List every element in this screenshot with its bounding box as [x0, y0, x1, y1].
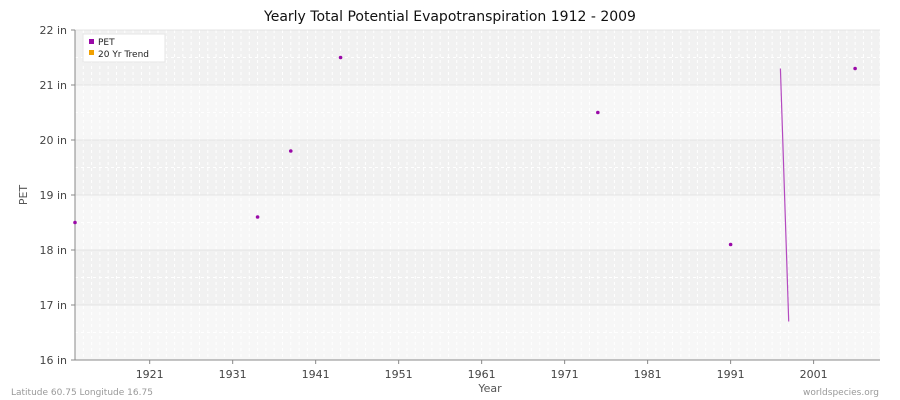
data-point-1938 — [288, 149, 293, 153]
y-tick-label-19: 19 in — [39, 189, 67, 202]
trend-series — [779, 68, 790, 322]
y-tick-label-16: 16 in — [39, 354, 67, 367]
trend-line — [779, 68, 790, 322]
x-tick-label-1961: 1961 — [468, 368, 496, 381]
legend: PET 20 Yr Trend — [82, 33, 166, 63]
legend-label-pet: PET — [98, 38, 115, 48]
data-point-2006 — [853, 66, 857, 71]
footer-source: worldspecies.org — [803, 388, 879, 398]
legend-swatch-pet — [89, 39, 94, 44]
x-tick-label-1991: 1991 — [717, 368, 745, 381]
x-tick-label-1971: 1971 — [551, 368, 579, 381]
y-tick-label-20: 20 in — [39, 134, 67, 147]
y-tick-label-22: 22 in — [39, 24, 67, 37]
x-tick-label-1981: 1981 — [634, 368, 662, 381]
x-tick-label-1931: 1931 — [219, 368, 247, 381]
data-point-1991 — [728, 242, 733, 247]
legend-swatch-trend — [89, 50, 94, 55]
footer-coordinates: Latitude 60.75 Longitude 16.75 — [11, 388, 153, 398]
data-point-1975 — [596, 110, 600, 115]
x-tick-label-2001: 2001 — [800, 368, 828, 381]
data-point-1912 — [73, 220, 77, 225]
legend-label-trend: 20 Yr Trend — [98, 50, 149, 60]
x-tick-label-1951: 1951 — [385, 368, 413, 381]
x-tick-label-1921: 1921 — [136, 368, 164, 381]
y-tick-label-21: 21 in — [39, 79, 67, 92]
y-axis-label: PET — [17, 185, 30, 206]
data-point-1934 — [255, 215, 260, 219]
y-tick-labels: 16 in 17 in 18 in 19 in 20 in 21 in 22 in — [39, 24, 75, 367]
pet-series — [73, 55, 857, 247]
legend-box — [82, 33, 166, 63]
y-tick-label-17: 17 in — [39, 299, 67, 312]
x-axis-label: Year — [477, 382, 502, 395]
x-tick-label-1941: 1941 — [302, 368, 330, 381]
grid-lines — [74, 29, 881, 361]
y-tick-label-18: 18 in — [39, 244, 67, 257]
x-tick-labels: 1921 1931 1941 1951 1961 1971 1981 1991 2001 — [136, 360, 828, 381]
chart-title: Yearly Total Potential Evapotranspiratio… — [263, 9, 636, 25]
data-point-1944 — [338, 55, 343, 60]
